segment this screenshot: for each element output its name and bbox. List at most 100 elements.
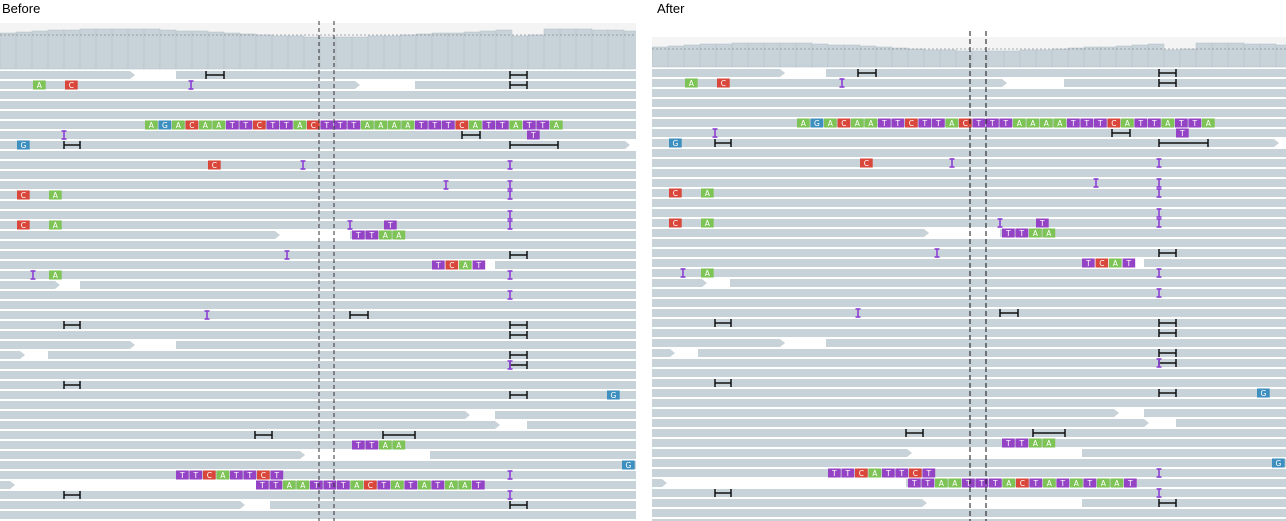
before-base-C: C — [455, 120, 469, 130]
svg-text:T: T — [369, 441, 375, 450]
after-coverage-bar — [907, 48, 925, 68]
before-read-gap — [240, 501, 270, 509]
after-deletion-mark — [714, 319, 732, 327]
before-base-C: C — [65, 80, 78, 90]
svg-text:T: T — [881, 119, 887, 128]
before-coverage-bar — [271, 35, 289, 70]
before-read-arrow — [625, 141, 630, 149]
after-coverage-bar — [1035, 49, 1053, 68]
svg-text:A: A — [300, 481, 306, 490]
before-coverage-bar — [0, 32, 17, 70]
after-read — [652, 299, 1286, 307]
before-deletion-mark — [509, 71, 528, 79]
after-alignment-view[interactable]: A G A C A A T T C T T A C T T T A A A A T T T C A T T A T T AT T C A T T C TT… — [652, 31, 1286, 521]
svg-text:C: C — [69, 81, 74, 90]
after-base-C: C — [717, 78, 730, 88]
after-read — [652, 169, 1286, 177]
before-base-T: T — [256, 480, 269, 490]
after-deletion-mark — [857, 69, 877, 77]
after-base-A: A — [1040, 118, 1053, 128]
before-base-T: T — [415, 120, 428, 130]
before-insertion-mark — [61, 130, 67, 140]
before-base-T: T — [496, 120, 509, 130]
before-base-G: G — [17, 140, 30, 150]
svg-text:A: A — [1033, 229, 1039, 238]
before-base-T: T — [527, 130, 540, 140]
after-read-gap — [662, 479, 906, 487]
before-base-T: T — [472, 480, 485, 490]
before-deletion-mark — [509, 501, 528, 509]
before-base-A: A — [379, 230, 392, 240]
after-read — [652, 339, 1286, 347]
after-base-A: A — [701, 268, 714, 278]
svg-text:T: T — [337, 121, 343, 130]
after-deletion-mark — [714, 379, 732, 387]
svg-text:T: T — [1151, 119, 1157, 128]
svg-text:A: A — [53, 271, 59, 280]
after-base-T: T — [1015, 228, 1029, 238]
svg-text:A: A — [1006, 479, 1012, 488]
before-base-C: C — [17, 190, 30, 200]
after-read-gap — [670, 349, 698, 357]
svg-text:C: C — [859, 469, 864, 478]
svg-text:C: C — [459, 121, 464, 130]
after-base-C: C — [959, 118, 972, 128]
before-read-gap — [130, 71, 176, 79]
before-base-A: A — [49, 190, 62, 200]
before-base-T: T — [334, 120, 347, 130]
after-deletion-mark — [1111, 129, 1131, 137]
svg-text:A: A — [1113, 259, 1119, 268]
svg-text:A: A — [1046, 229, 1052, 238]
before-base-A: A — [49, 220, 62, 230]
after-deletion-mark — [1158, 499, 1177, 507]
after-read-arrow — [907, 449, 912, 457]
svg-text:A: A — [1206, 119, 1212, 128]
before-deletions — [63, 71, 559, 509]
before-read — [0, 251, 636, 259]
before-read — [0, 351, 636, 359]
before-alignment-view[interactable]: A G A C A A T T C T T A C T T T A A A A T T T C A T T A T T AT T C A T T C TT… — [0, 21, 636, 521]
before-read — [0, 131, 636, 139]
after-base-A: A — [1121, 118, 1134, 128]
svg-text:G: G — [625, 461, 631, 470]
svg-text:A: A — [801, 119, 807, 128]
after-base-A: A — [1202, 118, 1215, 128]
svg-text:T: T — [1192, 119, 1198, 128]
after-coverage-bar — [1147, 43, 1165, 68]
before-read — [0, 221, 636, 229]
svg-text:T: T — [327, 481, 333, 490]
before-base-A: A — [445, 480, 458, 490]
svg-text:T: T — [1126, 259, 1132, 268]
after-base-T: T — [1080, 118, 1094, 128]
after-base-T: T — [1029, 478, 1043, 488]
before-base-A: A — [388, 120, 401, 130]
before-base-C: C — [185, 120, 199, 130]
before-coverage-bar — [383, 35, 401, 70]
before-deletion-mark — [63, 321, 81, 329]
svg-text:T: T — [1178, 119, 1184, 128]
svg-text:A: A — [689, 79, 695, 88]
svg-text:C: C — [207, 471, 212, 480]
before-insertion-mark — [204, 310, 210, 320]
svg-text:T: T — [1085, 259, 1091, 268]
after-coverage-bar — [1083, 46, 1101, 68]
after-insertion-mark — [1156, 358, 1162, 368]
after-insertion-mark — [1156, 288, 1162, 298]
before-base-A: A — [283, 480, 296, 490]
svg-text:T: T — [1019, 439, 1025, 448]
after-read — [652, 509, 1286, 517]
svg-text:A: A — [1101, 479, 1107, 488]
before-insertion-mark — [507, 220, 513, 230]
after-base-T: T — [878, 118, 891, 128]
svg-text:T: T — [989, 119, 995, 128]
after-read-arrow — [670, 349, 675, 357]
before-insertion-mark — [300, 160, 306, 170]
after-coverage-bar — [763, 42, 781, 68]
after-base-A: A — [1097, 478, 1110, 488]
after-coverage-bar — [875, 46, 893, 68]
after-coverage-bar — [1051, 48, 1069, 68]
before-base-T: T — [523, 120, 536, 130]
before-coverage-bar — [207, 31, 225, 70]
svg-text:C: C — [1020, 479, 1025, 488]
before-read — [0, 381, 636, 389]
